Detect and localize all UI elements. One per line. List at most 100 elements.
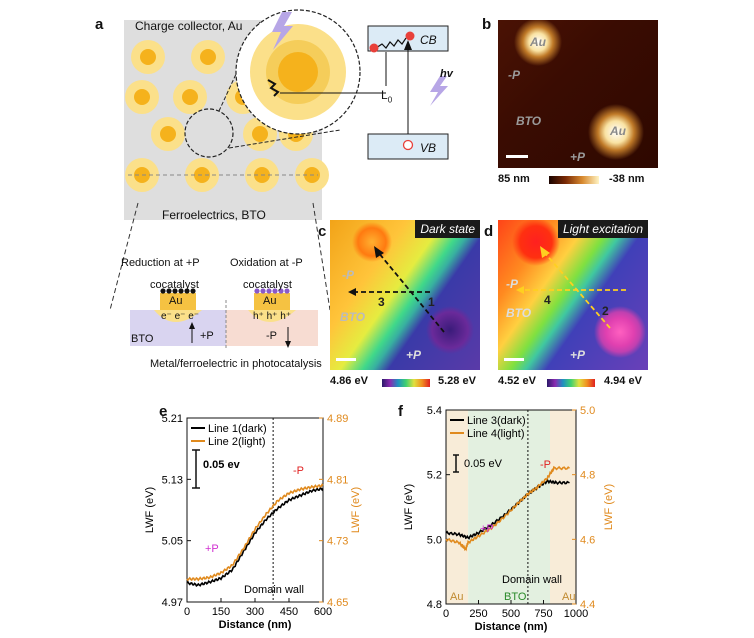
cocatalyst-dot — [184, 288, 190, 294]
electrons-label: e⁻ e⁻ e⁻ — [161, 311, 200, 322]
plus-p-annotation: +P — [205, 543, 219, 555]
panel-e-label: e — [159, 403, 168, 420]
panel-d-label: d — [484, 223, 494, 240]
au-particle — [182, 89, 198, 105]
au-label-2: Au — [610, 124, 626, 138]
region-bto — [468, 410, 550, 604]
light-excitation-tag: Light excitation — [557, 220, 648, 238]
panel-a-label: a — [95, 16, 104, 33]
au-label-1: Au — [530, 35, 546, 49]
cocatalyst-dot — [172, 288, 178, 294]
d-scale-max: 4.94 eV — [604, 375, 642, 387]
y-tick-label: 5.13 — [162, 474, 183, 486]
line-1-label: 1 — [428, 295, 435, 309]
region-au — [446, 410, 469, 604]
cocatalyst-dot — [278, 288, 284, 294]
x-tick-label: 0 — [443, 608, 449, 620]
c-colorbar — [382, 379, 430, 387]
reduction-label: Reduction at +P — [121, 257, 200, 269]
zoom-source-circle — [184, 108, 234, 158]
x-tick-label: 450 — [280, 606, 298, 618]
energy-scale-label: 0.05 eV — [464, 458, 503, 470]
d-scale-min: 4.52 eV — [498, 375, 536, 387]
legend-label: Line 3(dark) — [467, 415, 526, 427]
hole-circle — [402, 139, 414, 151]
series-line — [445, 465, 570, 552]
plus-p-label: +P — [406, 348, 422, 362]
bto-label: BTO — [340, 310, 366, 324]
c-scale-max: 5.28 eV — [438, 375, 476, 387]
hv-label: hv — [440, 68, 453, 80]
y-axis-label: LWF (eV) — [403, 484, 415, 530]
series-line — [186, 487, 324, 587]
panel-b-label: b — [482, 16, 492, 33]
au-right-label: Au — [263, 295, 277, 307]
y-tick-label: 5.4 — [427, 405, 442, 417]
panel-a-caption: Metal/ferroelectric in photocatalysis — [150, 358, 322, 370]
au-left-label: Au — [169, 295, 183, 307]
cocatalyst-dot — [272, 288, 278, 294]
x-tick-label: 0 — [184, 606, 190, 618]
cocatalyst-dot — [178, 288, 184, 294]
x-tick-label: 1000 — [564, 608, 588, 620]
legend-label: Line 2(light) — [208, 436, 265, 448]
cocatalyst-right-label: cocatalyst — [243, 279, 292, 291]
line-4-label: 4 — [544, 293, 551, 307]
au-block-right — [254, 293, 290, 310]
x-tick-label: 250 — [469, 608, 487, 620]
y-axis-label: LWF (eV) — [144, 487, 156, 533]
y-tick-label: 4.8 — [427, 599, 442, 611]
minus-p-annotation: -P — [293, 465, 304, 477]
bto-region-label: BTO — [504, 591, 527, 603]
x-tick-label: 150 — [212, 606, 230, 618]
x-axis-label: Distance (nm) — [475, 621, 548, 633]
y-tick-label: 4.97 — [162, 597, 183, 609]
au-particle — [252, 126, 268, 142]
l0-label: L0 — [381, 88, 393, 105]
y-right-tick-label: 4.8 — [580, 470, 595, 482]
y-tick-label: 5.2 — [427, 470, 442, 482]
legend-label: Line 1(dark) — [208, 423, 267, 435]
x-axis-label: Distance (nm) — [219, 619, 292, 631]
chart-e: 0 150 300 450 600 4.97 5.05 5.13 5.21 4.65 4.73 4.8… — [144, 413, 362, 631]
scale-bar — [336, 358, 356, 361]
y-tick-label: 5.21 — [162, 413, 183, 425]
b-colorbar — [549, 176, 599, 184]
minus-p-label: -P — [508, 68, 520, 82]
zoom-au-core — [278, 52, 318, 92]
plus-p-annotation: +P — [480, 523, 494, 535]
y-tick-label: 5.05 — [162, 536, 183, 548]
charge-collector-label: Charge collector, Au — [135, 19, 243, 33]
l0-zigzag — [267, 79, 280, 97]
scale-bar — [506, 155, 528, 158]
y-right-tick-label: 4.65 — [327, 597, 348, 609]
cocatalyst-dot — [190, 288, 196, 294]
y-right-axis-label: LWF (eV) — [350, 487, 362, 533]
cocatalyst-dot — [166, 288, 172, 294]
line-3-label: 3 — [378, 295, 385, 309]
bto-label: BTO — [131, 333, 154, 345]
au-left-region-label: Au — [450, 591, 463, 603]
x-tick-label: 750 — [534, 608, 552, 620]
panel-a-schematic — [109, 9, 449, 348]
domain-wall-label: Domain wall — [502, 574, 562, 586]
region-au — [550, 410, 576, 604]
y-right-tick-label: 4.81 — [327, 474, 348, 486]
cocatalyst-dot — [284, 288, 290, 294]
cocatalyst-dot — [254, 288, 260, 294]
y-right-tick-label: 4.6 — [580, 534, 595, 546]
au-particle — [200, 49, 216, 65]
legend-label: Line 4(light) — [467, 428, 524, 440]
au-particle — [134, 89, 150, 105]
b-scale-min: 85 nm — [498, 173, 530, 185]
b-scale-max: -38 nm — [609, 173, 645, 185]
au-particle — [160, 126, 176, 142]
cocatalyst-left-label: cocatalyst — [150, 279, 199, 291]
electron-dot-excited — [405, 31, 415, 41]
bto-label: BTO — [506, 306, 532, 320]
y-tick-label: 5.0 — [427, 534, 442, 546]
kpfm-dark-map: Dark state -P BTO +P 3 1 — [330, 220, 480, 370]
oxidation-label: Oxidation at -P — [230, 257, 303, 269]
lightning-icon — [272, 12, 293, 50]
ferroelectrics-label: Ferroelectrics, BTO — [162, 208, 266, 222]
